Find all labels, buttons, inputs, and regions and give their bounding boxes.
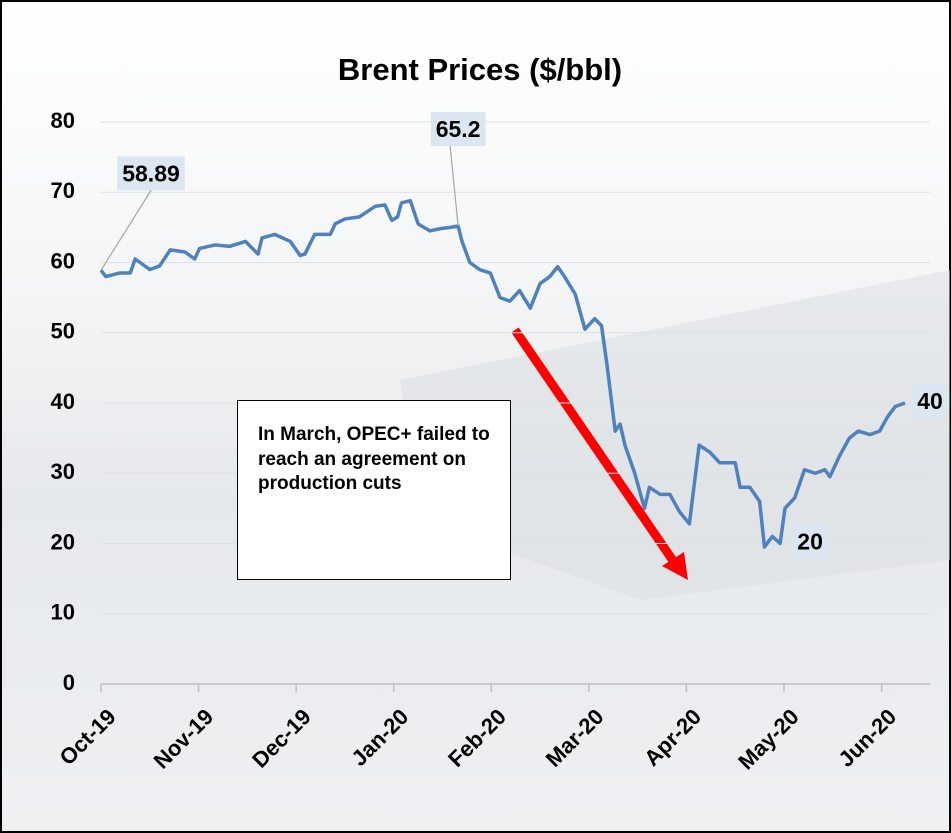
data-label-text: 65.2 — [436, 116, 481, 142]
line — [99, 198, 906, 549]
y-tick-label: 30 — [51, 459, 75, 484]
data-label-text: 40 — [917, 388, 943, 414]
y-tick-label: 70 — [51, 178, 75, 203]
y-tick-label: 0 — [63, 670, 75, 695]
data-label-box — [117, 156, 185, 191]
y-tick-label: 60 — [51, 248, 75, 273]
data-label: 20 — [792, 524, 828, 559]
leader-line — [100, 190, 152, 271]
data-label-box — [792, 524, 828, 559]
ship-shadow — [400, 270, 950, 600]
y-tick-label: 20 — [51, 529, 75, 554]
annotation: In March, OPEC+ failed to reach an agree… — [237, 400, 511, 580]
data-label-text: 58.89 — [122, 160, 180, 186]
data-label: 40 — [912, 384, 948, 419]
y-tick-label: 80 — [51, 108, 75, 133]
y-tick-label: 40 — [51, 389, 75, 414]
y-tick-label: 10 — [51, 600, 75, 625]
data-label: 65.2 — [430, 112, 486, 147]
chart-title: Brent Prices ($/bbl) — [338, 52, 622, 87]
data-label-box — [430, 112, 486, 147]
leader-line — [449, 145, 459, 227]
y-tick-label: 50 — [51, 319, 75, 344]
data-label-text: 20 — [797, 529, 823, 555]
arrow — [511, 327, 680, 568]
data-label: 58.89 — [117, 156, 185, 191]
arrow-head — [662, 552, 688, 580]
data-label-box — [912, 384, 948, 419]
